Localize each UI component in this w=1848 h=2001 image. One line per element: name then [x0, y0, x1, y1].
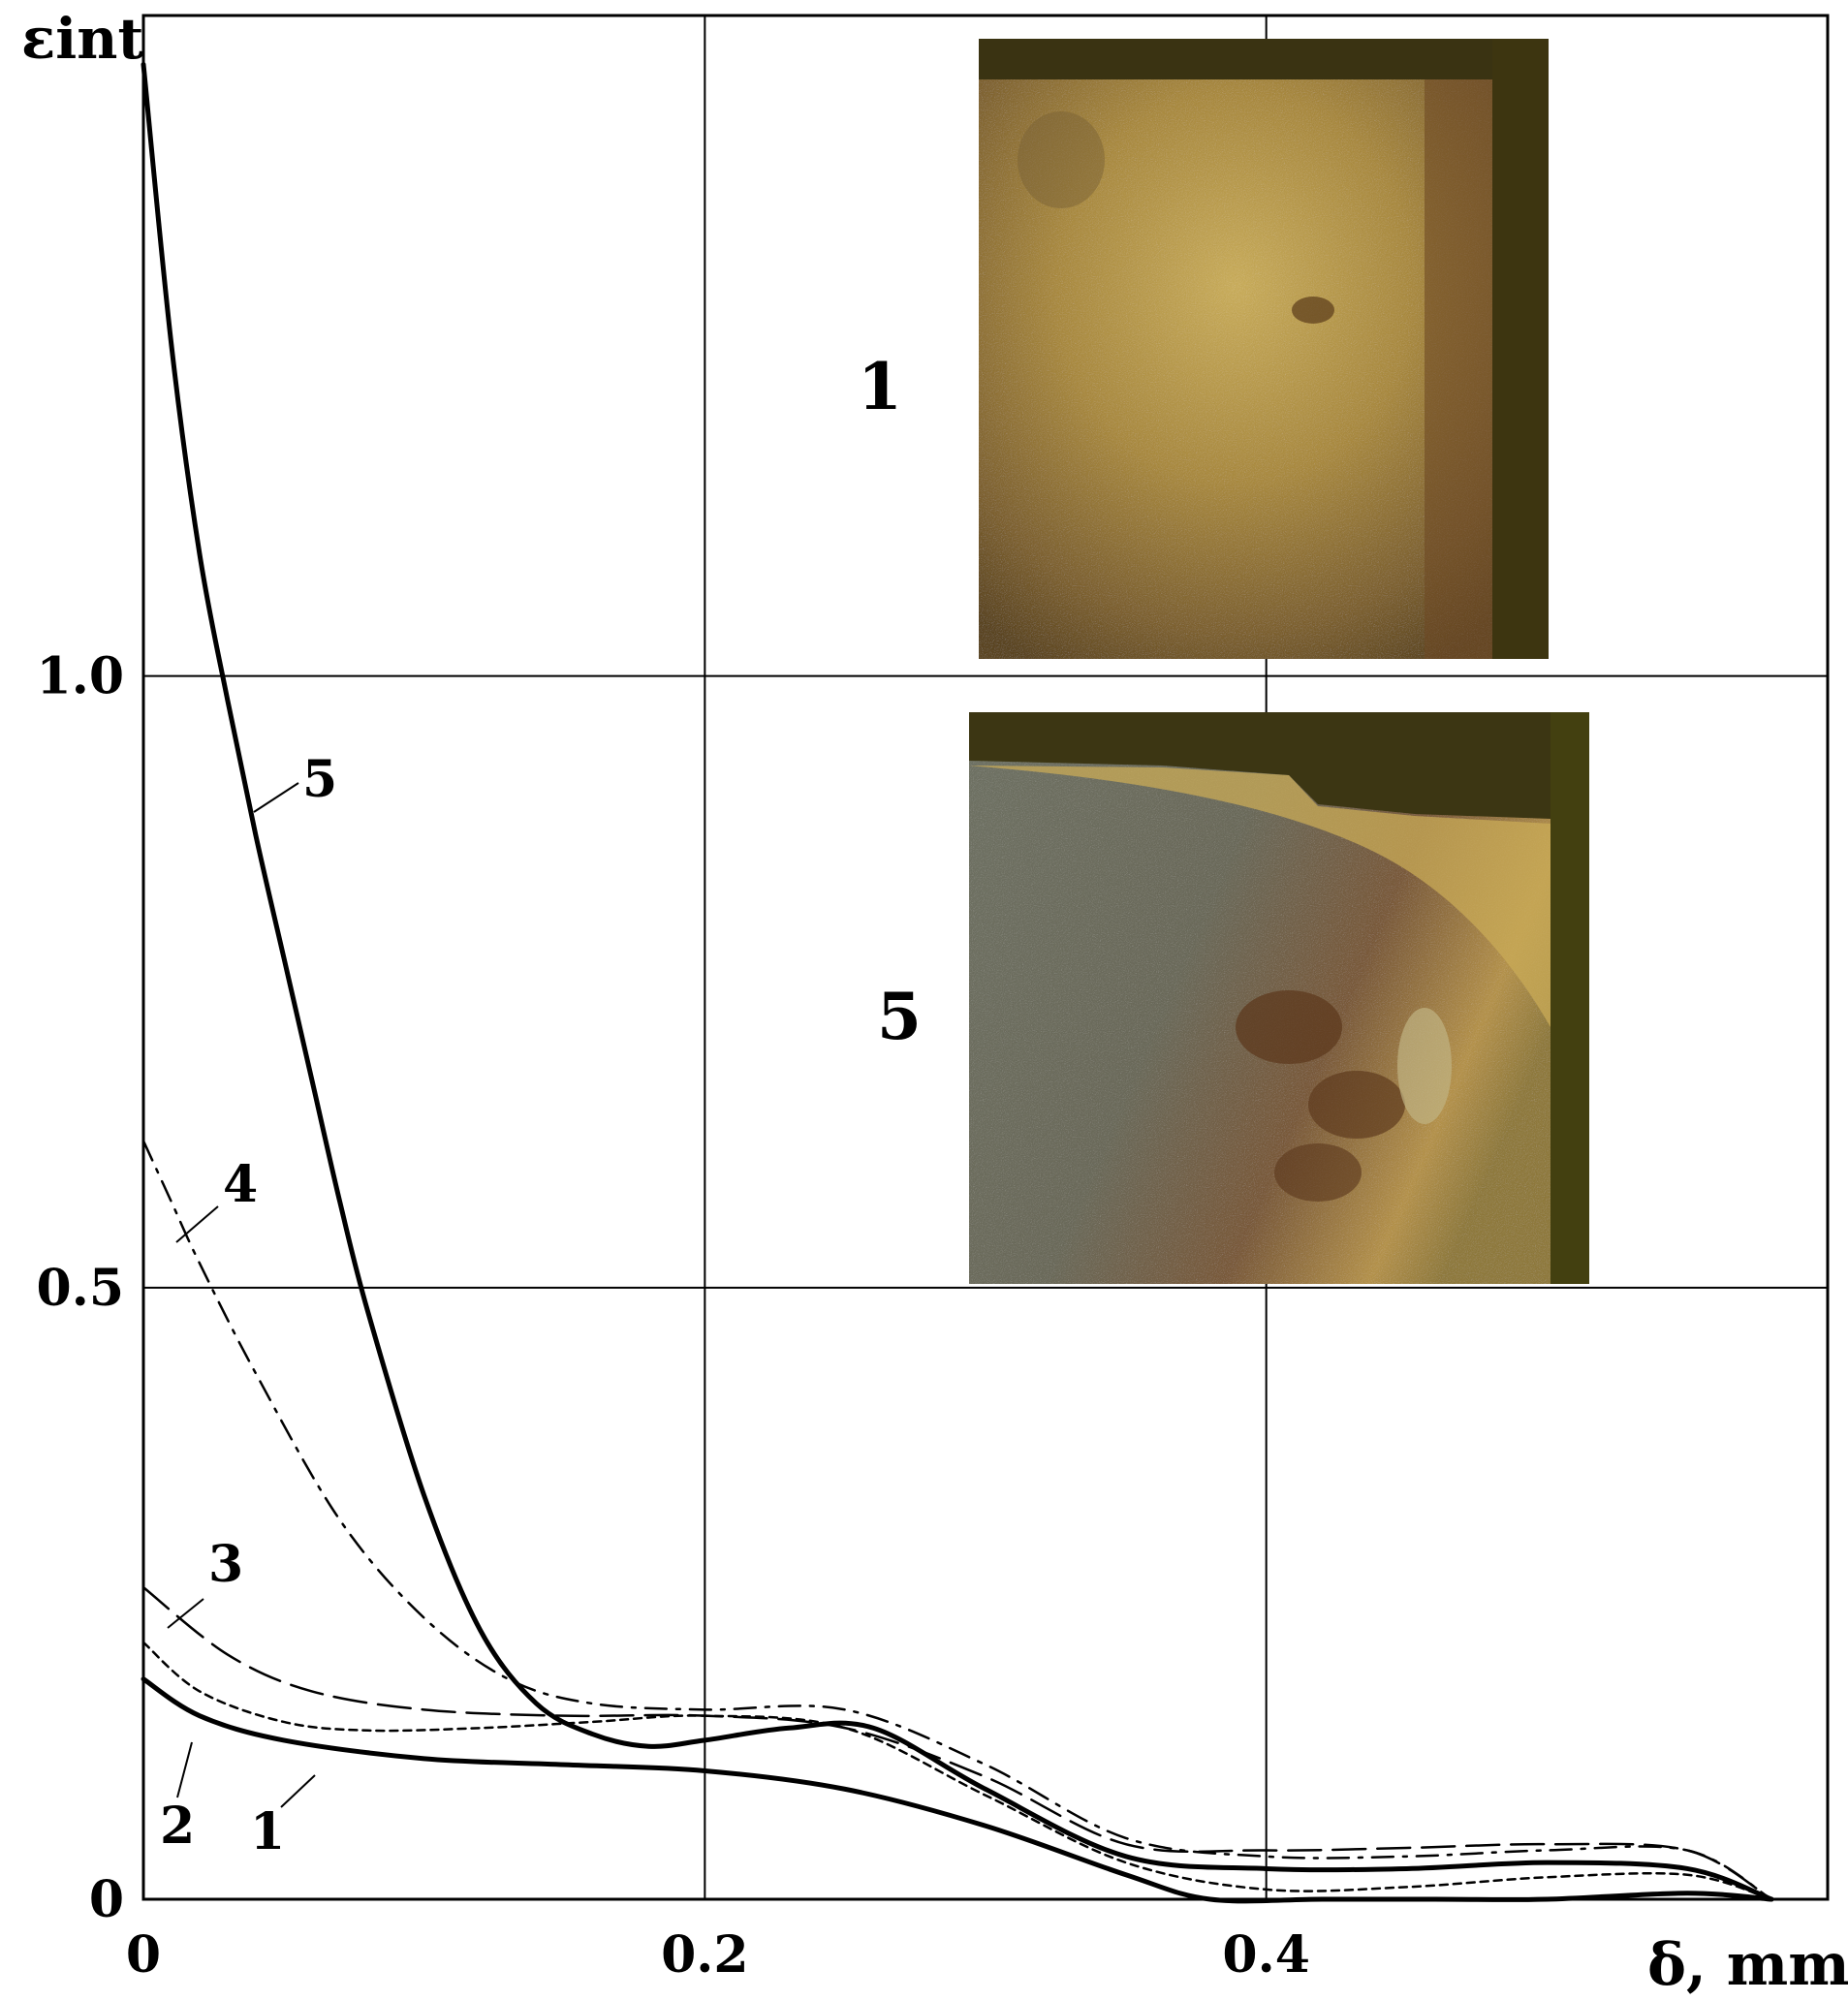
- x-axis-label: δ, mm: [1647, 1931, 1848, 1999]
- inset-label-5: 5: [877, 979, 922, 1054]
- curve-label-1-text: 1: [250, 1802, 285, 1861]
- series-line-4: [141, 1140, 1773, 1901]
- series-line-2: [141, 1641, 1773, 1901]
- curve-label-2: 2: [160, 1741, 195, 1856]
- leader-line-3: [167, 1598, 204, 1629]
- y-axis-label: εint: [21, 6, 143, 72]
- plot-frame: [141, 14, 1830, 1901]
- curve-label-4-text: 4: [223, 1155, 258, 1214]
- curve-label-3: 3: [167, 1535, 243, 1629]
- curve-label-1: 1: [250, 1774, 316, 1861]
- x-tick-labels: 0 0.2 0.4: [126, 1925, 1310, 1985]
- y-tick-label: 1.0: [37, 647, 124, 706]
- leader-line-2: [176, 1741, 193, 1798]
- curve-label-5: 5: [253, 750, 337, 813]
- curve-label-4: 4: [175, 1155, 258, 1243]
- curve-label-3-text: 3: [208, 1535, 243, 1594]
- series-line-5: [141, 61, 1774, 1902]
- curve-label-2-text: 2: [160, 1797, 195, 1856]
- leader-line-1: [280, 1774, 316, 1808]
- y-tick-labels: 0 0.5 1.0: [37, 647, 124, 1929]
- x-tick-label: 0.4: [1222, 1925, 1309, 1985]
- y-tick-label: 0: [89, 1870, 124, 1929]
- inset-photo-5: [969, 712, 1589, 1284]
- y-tick-label: 0.5: [37, 1259, 124, 1318]
- x-tick-label: 0: [126, 1925, 161, 1985]
- inset-photo-1: [979, 39, 1549, 659]
- leader-line-4: [175, 1205, 219, 1243]
- series-line-3: [141, 1585, 1773, 1901]
- curve-label-5-text: 5: [302, 750, 337, 809]
- inset-label-1: 1: [858, 349, 902, 424]
- series-line-1: [141, 1676, 1774, 1904]
- series-lines: [141, 61, 1774, 1904]
- leader-line-5: [253, 782, 299, 813]
- x-tick-label: 0.2: [661, 1925, 748, 1985]
